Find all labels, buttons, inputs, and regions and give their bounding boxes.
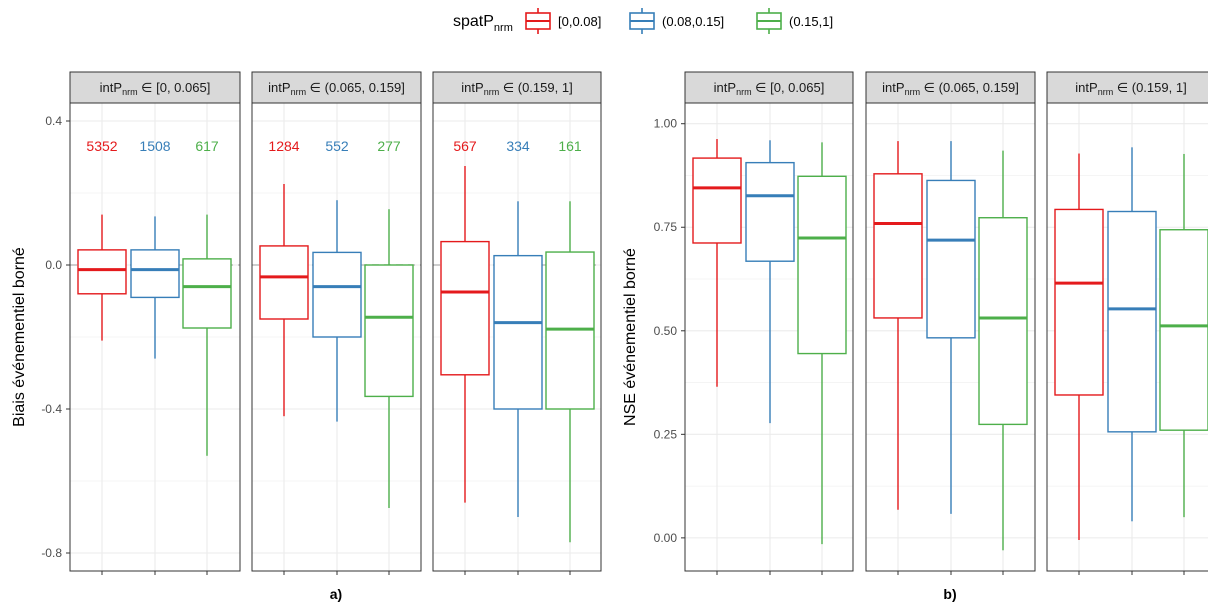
y-tick-label: 0.4	[45, 114, 62, 128]
box-iqr	[312, 251, 362, 338]
box-iqr	[77, 249, 127, 295]
panel-label: b)	[943, 586, 956, 602]
facet-strip-label: intPnrm ∈ (0.065, 0.159]	[268, 80, 405, 97]
y-tick-label: 0.50	[654, 324, 678, 338]
facet-panel-border	[1046, 102, 1208, 572]
boxplot	[1107, 147, 1157, 522]
boxplot	[797, 142, 847, 545]
y-tick-label: 0.0	[45, 258, 62, 272]
boxplot	[182, 214, 232, 456]
legend-key: (0.15,1]	[756, 8, 833, 34]
facet: intPnrm ∈ (0.159, 1] 567 334 161	[432, 71, 602, 575]
boxplot	[692, 139, 742, 387]
box-iqr	[1054, 208, 1104, 396]
boxplot	[745, 140, 795, 424]
box-iqr	[440, 240, 490, 376]
facet-strip-label: intPnrm ∈ [0, 0.065]	[714, 80, 825, 97]
facet-strip	[865, 71, 1036, 104]
boxplot	[312, 200, 362, 422]
legend-title: spatPnrm	[453, 13, 513, 34]
legend-entry-label: (0.15,1]	[789, 14, 833, 29]
boxplot	[364, 209, 414, 508]
count-label: 1284	[268, 138, 299, 154]
count-label: 552	[325, 138, 349, 154]
box-iqr	[259, 245, 309, 320]
boxplot	[77, 214, 127, 341]
boxplot	[493, 201, 543, 517]
box-iqr	[493, 254, 543, 410]
box-iqr	[745, 161, 795, 262]
box-iqr	[873, 173, 923, 319]
count-label: 334	[506, 138, 530, 154]
facet-strip-label: intPnrm ∈ (0.065, 0.159]	[882, 80, 1019, 97]
facet-panel-border	[684, 102, 854, 572]
box-iqr	[182, 258, 232, 329]
boxplot	[873, 141, 923, 510]
facet-strip	[684, 71, 854, 104]
count-label: 277	[377, 138, 401, 154]
boxplot	[978, 150, 1028, 551]
facet: intPnrm ∈ [0, 0.065]	[684, 71, 854, 575]
facet-strip	[69, 71, 241, 104]
boxplot	[1159, 153, 1208, 518]
count-label: 161	[558, 138, 582, 154]
box-iqr	[1159, 229, 1208, 431]
legend: spatPnrm [0,0.08] (0.08,0.15] (0.15,1]	[453, 8, 833, 34]
box-iqr	[692, 157, 742, 244]
y-tick-label: -0.4	[41, 402, 62, 416]
facet-strip	[251, 71, 422, 104]
facet: intPnrm ∈ (0.065, 0.159] 1284 552 277	[251, 71, 422, 575]
count-label: 617	[195, 138, 219, 154]
boxplot	[440, 166, 490, 503]
box-iqr	[978, 217, 1028, 426]
y-tick-label: 0.00	[654, 531, 678, 545]
y-tick-label: 0.75	[654, 220, 678, 234]
count-label: 1508	[139, 138, 170, 154]
chart-panel: 0.4 0.0 -0.4 -0.8 Biais événementiel borné a)…	[11, 71, 602, 602]
legend-key: (0.08,0.15]	[629, 8, 724, 34]
box-iqr	[797, 175, 847, 355]
box-iqr	[926, 179, 976, 339]
facet-panel-border	[432, 102, 602, 572]
boxplot	[545, 201, 595, 543]
legend-entry-label: [0,0.08]	[558, 14, 601, 29]
count-label: 5352	[86, 138, 117, 154]
boxplot	[926, 141, 976, 514]
legend-key: [0,0.08]	[525, 8, 601, 34]
boxplot	[130, 216, 180, 359]
boxplot	[259, 184, 309, 417]
facet: intPnrm ∈ [0, 0.065] 5352 1508 617	[69, 71, 241, 575]
boxplot	[1054, 153, 1104, 540]
panel-label: a)	[330, 586, 342, 602]
facet: intPnrm ∈ (0.159, 1]	[1046, 71, 1208, 575]
y-tick-label: -0.8	[41, 546, 62, 560]
y-tick-label: 1.00	[654, 117, 678, 131]
y-tick-label: 0.25	[654, 427, 678, 441]
facet: intPnrm ∈ (0.065, 0.159]	[865, 71, 1036, 575]
box-iqr	[364, 264, 414, 398]
legend-entry-label: (0.08,0.15]	[662, 14, 724, 29]
box-iqr	[1107, 210, 1157, 433]
count-label: 567	[453, 138, 477, 154]
box-iqr	[130, 249, 180, 299]
facet-strip-label: intPnrm ∈ (0.159, 1]	[461, 80, 572, 97]
y-axis-title: NSE événementiel borné	[622, 248, 639, 426]
y-axis-title: Biais événementiel borné	[11, 247, 28, 427]
facet-strip-label: intPnrm ∈ (0.159, 1]	[1075, 80, 1186, 97]
chart-panel: 1.00 0.75 0.50 0.25 0.00 NSE événementiel bor…	[622, 71, 1208, 602]
facet-strip-label: intPnrm ∈ [0, 0.065]	[100, 80, 211, 97]
